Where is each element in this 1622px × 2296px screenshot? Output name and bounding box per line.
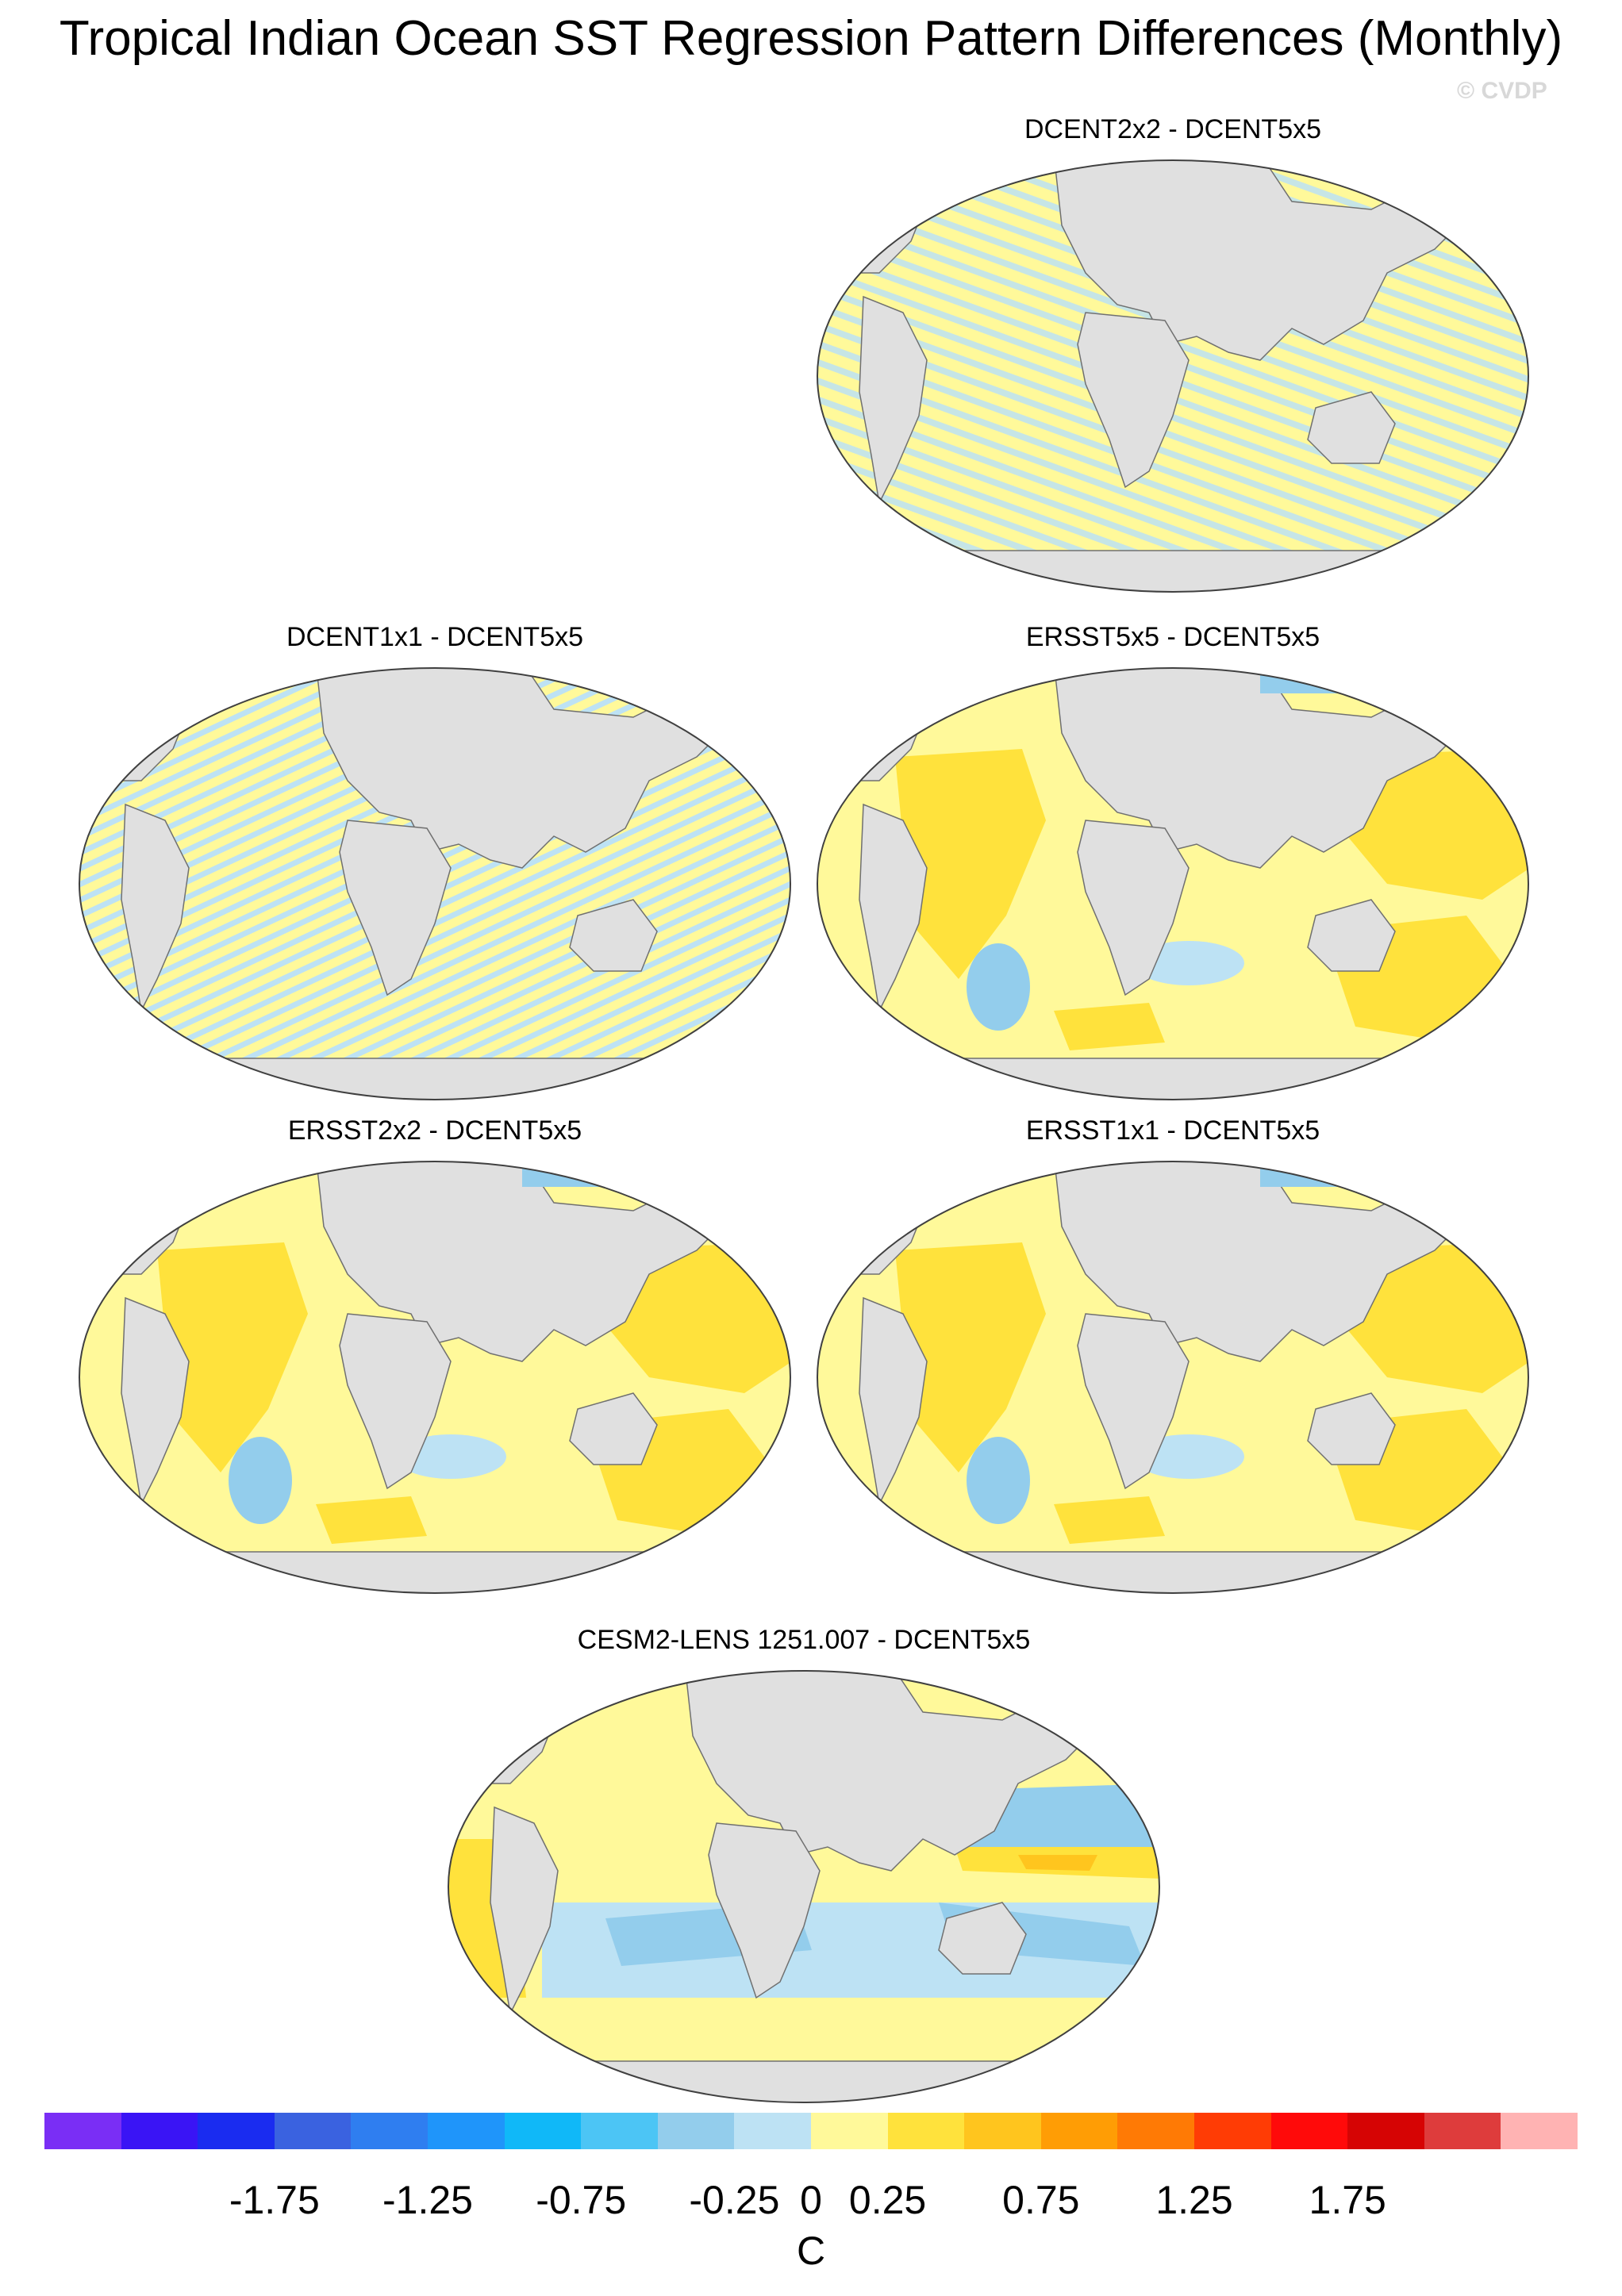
panel-title: ERSST5x5 - DCENT5x5	[1025, 622, 1320, 652]
colorbar-tick-label: 1.25	[1155, 2178, 1233, 2222]
panel-title: ERSST2x2 - DCENT5x5	[287, 1115, 582, 1146]
map-ersst2x2	[79, 1161, 791, 1594]
panel-title: CESM2-LENS 1251.007 - DCENT5x5	[577, 1625, 1031, 1655]
colorbar-swatch	[1501, 2113, 1578, 2149]
map-panel-ersst1x1: ERSST1x1 - DCENT5x5	[808, 1117, 1538, 1609]
colorbar-swatch	[44, 2113, 121, 2149]
map-panel-dcent2x2: DCENT2x2 - DCENT5x5	[808, 116, 1538, 608]
colorbar-swatch	[1347, 2113, 1424, 2149]
figure-title: Tropical Indian Ocean SST Regression Pat…	[59, 11, 1563, 66]
colorbar-swatch	[1117, 2113, 1194, 2149]
map-panel-ersst2x2: ERSST2x2 - DCENT5x5	[70, 1117, 800, 1609]
map-ersst5x5	[817, 667, 1529, 1100]
colorbar-swatch	[964, 2113, 1041, 2149]
colorbar-swatch	[198, 2113, 275, 2149]
colorbar-swatch	[121, 2113, 198, 2149]
colorbar-swatch	[810, 2113, 888, 2149]
map-ersst1x1	[817, 1161, 1529, 1594]
panel-title: DCENT1x1 - DCENT5x5	[286, 622, 584, 652]
map-dcent1x1	[79, 667, 791, 1100]
colorbar-swatch	[1040, 2113, 1118, 2149]
colorbar-swatch	[657, 2113, 735, 2149]
colorbar-swatch	[1424, 2113, 1501, 2149]
map-panel-cesm2-lens: CESM2-LENS 1251.007 - DCENT5x5	[439, 1626, 1169, 2118]
colorbar-swatch	[581, 2113, 658, 2149]
map-dcent2x2	[817, 159, 1529, 593]
colorbar-tick-label: -1.25	[382, 2178, 473, 2222]
colorbar-unit: C	[796, 2229, 826, 2273]
colorbar-tick-label: 0	[800, 2178, 822, 2222]
colorbar-swatch	[504, 2113, 582, 2149]
panel-title: ERSST1x1 - DCENT5x5	[1025, 1115, 1320, 1146]
colorbar-swatch	[351, 2113, 428, 2149]
map-cesm2-lens	[448, 1670, 1160, 2103]
colorbar-tick-label: -0.75	[536, 2178, 627, 2222]
panel-title: DCENT2x2 - DCENT5x5	[1024, 114, 1322, 144]
colorbar-tick-label: -1.75	[229, 2178, 320, 2222]
colorbar-swatch	[274, 2113, 352, 2149]
colorbar-swatch	[427, 2113, 505, 2149]
colorbar-swatch	[887, 2113, 965, 2149]
colorbar-tick-label: 1.75	[1309, 2178, 1386, 2222]
colorbar-tick-label: -0.25	[689, 2178, 780, 2222]
copyright-label: © CVDP	[1457, 78, 1547, 104]
map-panel-dcent1x1: DCENT1x1 - DCENT5x5	[70, 624, 800, 1115]
colorbar-swatch	[734, 2113, 811, 2149]
colorbar	[44, 2113, 1578, 2149]
colorbar-swatch	[1193, 2113, 1271, 2149]
colorbar-tick-label: 0.25	[848, 2178, 927, 2222]
map-panel-ersst5x5: ERSST5x5 - DCENT5x5	[808, 624, 1538, 1115]
colorbar-tick-label: 0.75	[1002, 2178, 1080, 2222]
colorbar-swatch	[1270, 2113, 1348, 2149]
